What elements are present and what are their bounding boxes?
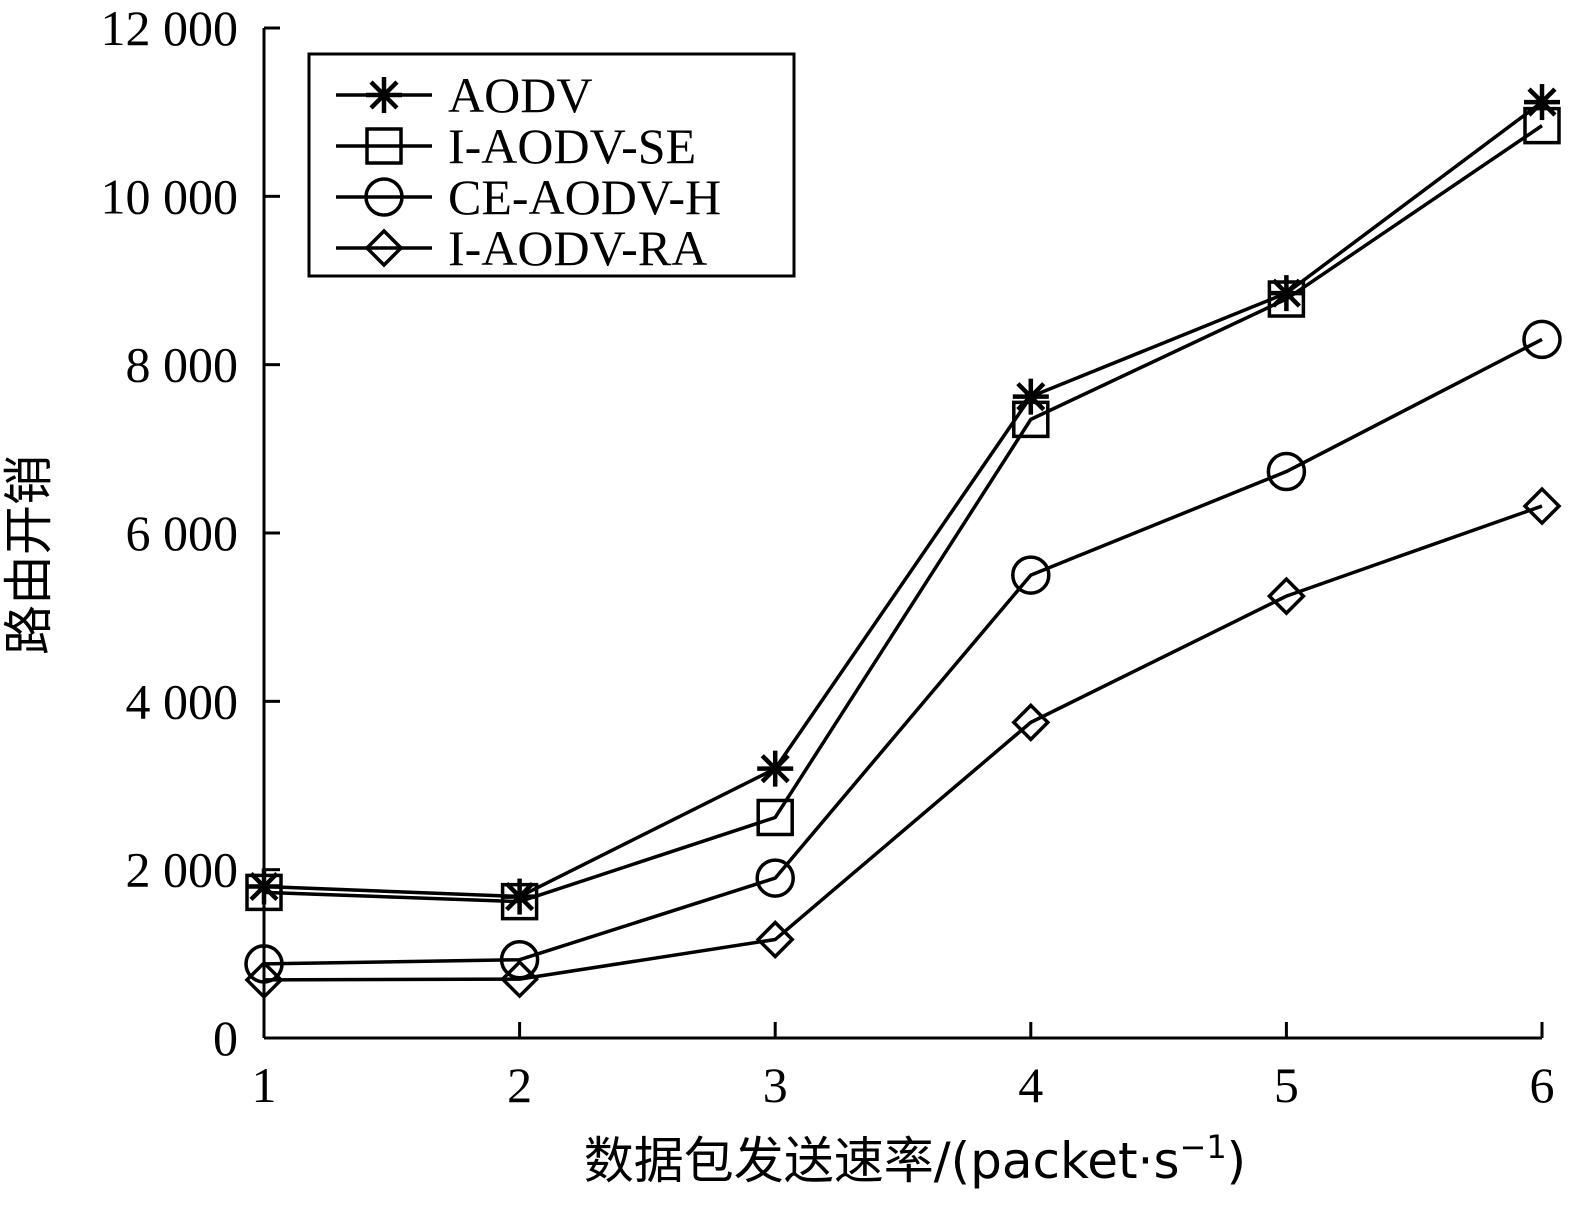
legend-marker-i-aodv-se-square [365,127,403,165]
legend-label-aodv: AODV [448,67,592,123]
legend-label-i-aodv-ra: I-AODV-RA [448,220,707,276]
legend-marker-i-aodv-se [365,127,403,165]
data-point-i-aodv-ra [500,959,540,999]
series-line-ce-aodv-h [263,337,1543,966]
data-point-aodv-stroke-d2 [505,882,535,912]
data-point-ce-aodv-h-circle [1011,555,1051,595]
data-point-ce-aodv-h [1011,555,1051,595]
x-axis-title-superscript: −1 [1180,1128,1227,1166]
data-point-ce-aodv-h [1266,451,1307,492]
y-tick-label: 0 [213,1010,238,1066]
y-tick-label: 8 000 [126,337,239,393]
y-axis-title: 路由开销 [0,455,58,655]
legend-marker-i-aodv-ra [364,228,404,268]
data-point-ce-aodv-h [499,939,540,980]
x-tick-label: 4 [1018,1057,1043,1113]
data-point-i-aodv-ra-diamond [500,959,540,999]
data-point-i-aodv-se [1267,280,1306,318]
data-point-i-aodv-se-square [756,798,794,837]
data-point-i-aodv-ra-diamond [1522,486,1562,526]
data-point-aodv [1012,378,1049,415]
y-tick-label: 12 000 [101,0,239,56]
data-point-i-aodv-se-square [1267,280,1306,318]
data-point-aodv [757,750,794,787]
data-point-i-aodv-ra-diamond [1011,702,1051,742]
data-point-ce-aodv-h-circle [1522,319,1562,360]
data-point-ce-aodv-h [755,858,795,898]
data-point-aodv-stroke-d2 [1271,278,1301,308]
x-axis-title-main: 数据包发送速率/(packet·s [584,1132,1180,1190]
y-axis-ticks: 0 2 000 4 000 6 000 8 000 10 000 12 000 [101,0,280,1066]
data-point-i-aodv-se [1012,400,1050,439]
legend-label-i-aodv-se: I-AODV-SE [448,118,696,174]
legend-marker-aodv-stroke-d2 [369,80,399,110]
data-point-i-aodv-ra [1522,486,1562,526]
x-axis-title-close: ) [1227,1132,1247,1190]
legend-marker-aodv [366,77,402,113]
x-tick-label: 1 [252,1057,277,1113]
x-tick-label: 5 [1274,1057,1299,1113]
series-lines [263,100,1544,982]
data-point-i-aodv-ra [755,920,795,959]
data-point-i-aodv-se-square [500,882,539,921]
data-point-i-aodv-se [1523,106,1561,145]
data-point-i-aodv-se-square [1523,106,1561,145]
legend-label-ce-aodv-h: CE-AODV-H [448,169,721,225]
data-point-aodv-stroke-d2 [760,754,790,784]
x-axis-title: 数据包发送速率/(packet·s−1) [584,1128,1246,1190]
y-tick-label: 2 000 [126,842,239,898]
x-tick-label: 3 [763,1057,788,1113]
data-point-ce-aodv-h-circle [755,858,795,898]
y-tick-label: 10 000 [101,168,239,224]
data-point-i-aodv-se [756,798,794,837]
data-point-ce-aodv-h-circle [499,939,540,980]
data-point-i-aodv-ra [1011,702,1051,742]
series-line-i-aodv-ra [263,504,1543,982]
y-tick-label: 6 000 [126,505,239,561]
x-tick-label: 6 [1530,1057,1555,1113]
legend-marker-i-aodv-ra-diamond [364,228,404,268]
x-axis-ticks: 1 2 3 4 5 6 [252,1022,1555,1113]
legend-marker-ce-aodv-h-circle [364,177,404,217]
x-tick-label: 2 [507,1057,532,1113]
y-tick-label: 4 000 [126,673,239,729]
series-line-i-aodv-se [263,124,1543,904]
data-point-ce-aodv-h [1522,319,1562,360]
series-line-aodv [263,100,1544,899]
data-point-ce-aodv-h-circle [1266,451,1307,492]
data-point-i-aodv-ra [1266,576,1306,616]
data-point-aodv [1524,84,1560,121]
data-point-i-aodv-se [500,882,539,921]
data-point-i-aodv-se-square [1012,400,1050,439]
data-point-aodv-stroke-d2 [1527,87,1557,117]
data-point-i-aodv-ra-diamond [755,920,795,959]
legend-marker-ce-aodv-h [364,177,404,217]
data-point-i-aodv-ra-diamond [1266,576,1306,616]
data-point-aodv-stroke-d2 [1016,382,1046,412]
